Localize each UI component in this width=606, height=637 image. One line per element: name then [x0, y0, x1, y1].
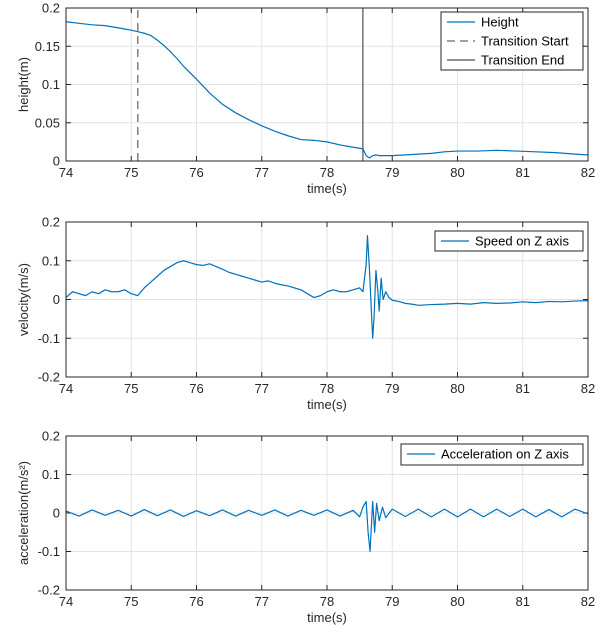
x-tick-label: 81 [516, 165, 530, 180]
y-tick-label: 0.2 [42, 429, 60, 444]
x-axis-label: time(s) [307, 610, 347, 625]
legend-label: Acceleration on Z axis [441, 447, 569, 462]
y-tick-label: -0.2 [38, 583, 60, 598]
chart-panel-3: 74 75 76 77 78 79 80 81 82 -0.2 -0.1 0 0.1 0.2 time(s)… [16, 429, 595, 626]
x-tick-label: 76 [189, 381, 203, 396]
x-tick-label: 76 [189, 165, 203, 180]
y-tick-label: 0.2 [42, 215, 60, 230]
x-tick-label: 78 [320, 594, 334, 609]
y-tick-label: 0 [53, 506, 60, 521]
axes-box [65, 7, 589, 162]
legend: Acceleration on Z axis [400, 443, 584, 466]
axes-box [65, 221, 589, 378]
y-axis-label: height(m) [16, 57, 31, 112]
x-tick-label: 82 [581, 165, 595, 180]
x-tick-label: 82 [581, 594, 595, 609]
chart-panel-2: 74 75 76 77 78 79 80 81 82 -0.2 -0.1 0 0.1 0.2 time(s)… [16, 215, 595, 413]
legend-label: Transition End [481, 53, 564, 68]
x-tick-label: 74 [59, 594, 73, 609]
x-tick-label: 77 [255, 165, 269, 180]
x-tick-label: 81 [516, 594, 530, 609]
legend: Speed on Z axis [434, 230, 584, 252]
y-tick-label: 0.1 [42, 77, 60, 92]
series-line-height [65, 21, 589, 159]
y-tick-label: -0.2 [38, 370, 60, 385]
legend-box [434, 230, 584, 252]
x-tick-label: 80 [450, 594, 464, 609]
axes-box [65, 435, 589, 591]
y-tick-label: 0.2 [42, 1, 60, 16]
x-tick-label: 79 [385, 381, 399, 396]
x-tick-label: 78 [320, 165, 334, 180]
x-tick-label: 79 [385, 165, 399, 180]
y-axis-label: acceleration(m/s²) [16, 461, 31, 565]
x-tick-label: 76 [189, 594, 203, 609]
legend-label: Transition Start [481, 34, 569, 49]
x-tick-label: 75 [124, 381, 138, 396]
series-line-acceleration-on-z-axis [65, 500, 589, 553]
y-tick-label: 0.15 [35, 39, 60, 54]
legend-label: Speed on Z axis [475, 234, 569, 249]
y-axis-label: velocity(m/s) [16, 263, 31, 336]
x-tick-label: 79 [385, 594, 399, 609]
x-tick-label: 82 [581, 381, 595, 396]
y-tick-label: 0.05 [35, 115, 60, 130]
y-tick-label: 0.1 [42, 467, 60, 482]
x-tick-label: 77 [255, 381, 269, 396]
legend-label: Height [481, 15, 519, 30]
x-tick-label: 74 [59, 381, 73, 396]
x-tick-label: 77 [255, 594, 269, 609]
chart-panel-1: 74 75 76 77 78 79 80 81 82 0 0.05 0.1 0.15 0.2 time(s)… [16, 1, 595, 197]
x-tick-label: 80 [450, 165, 464, 180]
legend: Height Transition Start Transition End [440, 11, 584, 71]
x-axis-label: time(s) [307, 397, 347, 412]
x-tick-label: 81 [516, 381, 530, 396]
y-tick-label: 0 [53, 154, 60, 169]
y-tick-label: -0.1 [38, 544, 60, 559]
x-tick-label: 75 [124, 594, 138, 609]
y-tick-label: -0.1 [38, 331, 60, 346]
legend-box [400, 443, 584, 466]
y-tick-label: 0 [53, 292, 60, 307]
x-axis-label: time(s) [307, 181, 347, 196]
x-tick-label: 78 [320, 381, 334, 396]
series-line-speed-on-z-axis [65, 234, 589, 339]
x-tick-label: 74 [59, 165, 73, 180]
x-tick-label: 75 [124, 165, 138, 180]
y-tick-label: 0.1 [42, 253, 60, 268]
x-tick-label: 80 [450, 381, 464, 396]
